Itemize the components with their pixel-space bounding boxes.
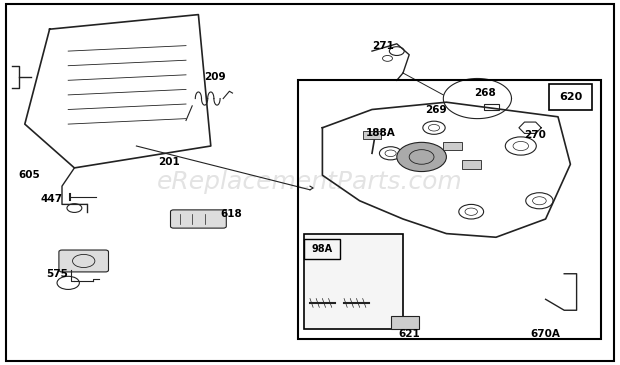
- Text: eReplacementParts.com: eReplacementParts.com: [157, 170, 463, 195]
- Text: 605: 605: [19, 170, 40, 180]
- Circle shape: [397, 142, 446, 172]
- Text: 618: 618: [220, 208, 242, 219]
- Text: 268: 268: [474, 88, 496, 98]
- Bar: [298, 80, 601, 339]
- FancyBboxPatch shape: [170, 210, 226, 228]
- Text: 447: 447: [40, 194, 63, 204]
- FancyBboxPatch shape: [59, 250, 108, 272]
- Text: 621: 621: [399, 329, 420, 339]
- Text: 670A: 670A: [530, 329, 560, 339]
- Bar: [304, 234, 403, 328]
- Text: 270: 270: [524, 130, 546, 140]
- Bar: [549, 84, 592, 110]
- Bar: [462, 160, 480, 169]
- Text: 188A: 188A: [366, 128, 396, 138]
- Bar: [484, 104, 499, 110]
- Text: 98A: 98A: [312, 244, 333, 254]
- Text: 201: 201: [158, 157, 180, 168]
- Bar: [363, 131, 381, 139]
- Text: 269: 269: [425, 104, 446, 115]
- Bar: [443, 142, 462, 150]
- Text: 575: 575: [46, 269, 68, 279]
- Bar: [391, 316, 419, 329]
- Text: 271: 271: [372, 41, 394, 51]
- Text: 620: 620: [559, 92, 582, 102]
- Text: 209: 209: [205, 72, 226, 82]
- Bar: [304, 239, 340, 259]
